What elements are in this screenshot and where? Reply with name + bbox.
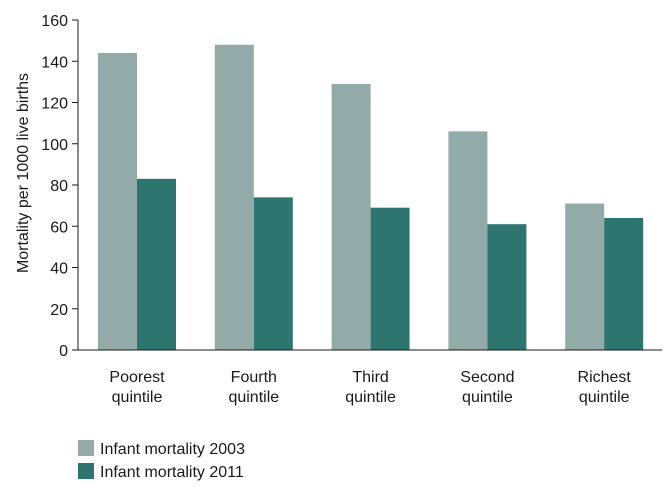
legend: Infant mortality 2003 Infant mortality 20… (78, 440, 245, 481)
y-axis-title: Mortality per 1000 live births (15, 73, 32, 273)
category-label-line: quintile (112, 389, 163, 406)
category-label-line: Fourth (231, 369, 277, 386)
bar-2011-1 (253, 197, 293, 350)
y-tick-label: 100 (41, 137, 68, 154)
legend-swatch (78, 463, 94, 479)
bar-2011-4 (604, 218, 644, 350)
legend-label: Infant mortality 2003 (100, 441, 245, 458)
category-label-line: Poorest (109, 369, 165, 386)
y-tick-label: 160 (41, 13, 68, 30)
y-ticks: 0 20 40 60 80 100 120 140 160 (41, 13, 78, 360)
category-label-line: quintile (345, 389, 396, 406)
bar-2011-0 (137, 178, 176, 350)
y-tick-label: 120 (41, 96, 68, 113)
category-label-line: Richest (578, 369, 632, 386)
axes (77, 20, 662, 351)
y-tick-label: 20 (50, 302, 68, 319)
legend-swatch (78, 440, 94, 456)
bar-2003-1 (214, 44, 254, 350)
category-labels: Poorest quintile Fourth quintile Third quinti… (109, 369, 631, 406)
bar-2003-0 (98, 53, 137, 350)
category-label: Third quintile (345, 369, 396, 406)
bar-2011-2 (370, 207, 410, 350)
legend-label: Infant mortality 2011 (100, 464, 244, 481)
y-tick-label: 80 (50, 178, 68, 195)
bar-2003-3 (448, 131, 488, 350)
category-label: Poorest quintile (109, 369, 165, 406)
category-label-line: Third (352, 369, 388, 386)
bars (98, 44, 644, 350)
category-label: Second quintile (460, 369, 514, 406)
y-axis-title-group: Mortality per 1000 live births (15, 73, 32, 273)
category-label-line: quintile (228, 389, 279, 406)
category-label-line: Second (460, 369, 514, 386)
y-tick-label: 60 (50, 219, 68, 236)
y-tick-label: 40 (50, 261, 68, 278)
category-label-line: quintile (579, 389, 630, 406)
y-tick-label: 0 (59, 343, 68, 360)
category-label: Richest quintile (578, 369, 632, 406)
category-label-line: quintile (462, 389, 513, 406)
bar-2003-2 (331, 83, 371, 350)
bar-2011-3 (487, 224, 527, 350)
category-label: Fourth quintile (228, 369, 279, 406)
bar-2003-4 (565, 203, 605, 350)
y-tick-label: 140 (41, 54, 68, 71)
